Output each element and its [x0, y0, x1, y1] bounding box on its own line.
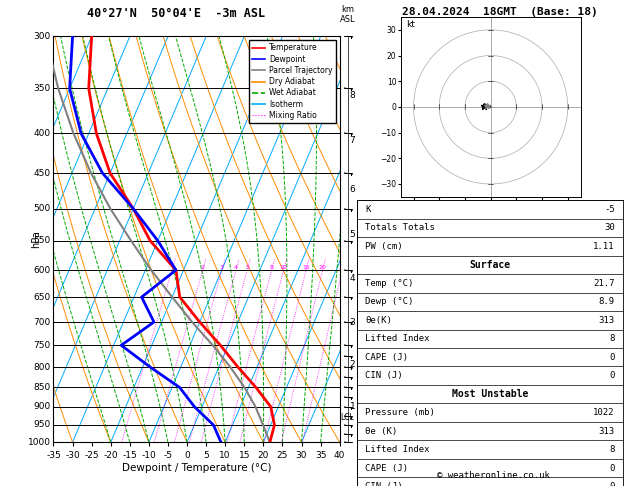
Text: 0: 0 [610, 482, 615, 486]
Text: 313: 313 [599, 427, 615, 435]
Text: CAPE (J): CAPE (J) [365, 464, 408, 472]
Text: 750: 750 [33, 341, 50, 350]
Text: Totals Totals: Totals Totals [365, 224, 435, 232]
Text: 0: 0 [610, 353, 615, 362]
Text: 5: 5 [245, 265, 249, 270]
Text: 1: 1 [170, 265, 174, 270]
Text: K: K [365, 205, 370, 214]
Text: -5: -5 [604, 205, 615, 214]
Text: 313: 313 [599, 316, 615, 325]
Text: 0: 0 [610, 371, 615, 380]
Legend: Temperature, Dewpoint, Parcel Trajectory, Dry Adiabat, Wet Adiabat, Isotherm, Mi: Temperature, Dewpoint, Parcel Trajectory… [248, 40, 336, 123]
Text: Dewp (°C): Dewp (°C) [365, 297, 414, 306]
Text: Pressure (mb): Pressure (mb) [365, 408, 435, 417]
Text: 8: 8 [270, 265, 274, 270]
Text: 1022: 1022 [593, 408, 615, 417]
Text: 21.7: 21.7 [593, 279, 615, 288]
Text: PW (cm): PW (cm) [365, 242, 403, 251]
Text: 900: 900 [33, 402, 50, 411]
Text: kt: kt [406, 20, 415, 29]
Text: 500: 500 [33, 204, 50, 213]
Text: 30: 30 [604, 224, 615, 232]
Text: © weatheronline.co.uk: © weatheronline.co.uk [437, 471, 550, 480]
Text: 550: 550 [33, 236, 50, 245]
Text: 1: 1 [350, 402, 355, 411]
Text: 28.04.2024  18GMT  (Base: 18): 28.04.2024 18GMT (Base: 18) [402, 7, 598, 17]
Text: CAPE (J): CAPE (J) [365, 353, 408, 362]
Text: 20: 20 [319, 265, 326, 270]
Text: 300: 300 [33, 32, 50, 41]
Text: 850: 850 [33, 383, 50, 392]
Text: Temp (°C): Temp (°C) [365, 279, 414, 288]
Text: 6: 6 [350, 185, 355, 194]
Text: 2: 2 [350, 361, 355, 369]
Text: CIN (J): CIN (J) [365, 482, 403, 486]
Text: Surface: Surface [469, 260, 511, 270]
Text: θe (K): θe (K) [365, 427, 398, 435]
Text: 950: 950 [33, 420, 50, 430]
Text: 8: 8 [610, 445, 615, 454]
Text: 7: 7 [350, 136, 355, 145]
Text: 3: 3 [350, 317, 355, 327]
Text: 400: 400 [33, 129, 50, 138]
Text: Most Unstable: Most Unstable [452, 389, 528, 399]
Text: 350: 350 [33, 84, 50, 93]
Text: 0: 0 [610, 464, 615, 472]
X-axis label: Dewpoint / Temperature (°C): Dewpoint / Temperature (°C) [122, 463, 271, 473]
Text: 800: 800 [33, 363, 50, 372]
Text: 4: 4 [234, 265, 238, 270]
Text: 8: 8 [610, 334, 615, 343]
Text: 5: 5 [350, 230, 355, 239]
Text: CIN (J): CIN (J) [365, 371, 403, 380]
Text: 450: 450 [33, 169, 50, 177]
Text: hPa: hPa [31, 230, 42, 248]
Text: 8.9: 8.9 [599, 297, 615, 306]
Text: 40°27'N  50°04'E  -3m ASL: 40°27'N 50°04'E -3m ASL [87, 7, 265, 20]
Text: 1.11: 1.11 [593, 242, 615, 251]
Text: 700: 700 [33, 317, 50, 327]
Text: 8: 8 [350, 90, 355, 100]
Text: 10: 10 [280, 265, 287, 270]
Text: θe(K): θe(K) [365, 316, 392, 325]
Text: 600: 600 [33, 265, 50, 275]
Text: 15: 15 [303, 265, 310, 270]
Text: km
ASL: km ASL [340, 5, 356, 24]
Text: 2: 2 [201, 265, 205, 270]
Text: 650: 650 [33, 293, 50, 301]
Text: Mixing Ratio (g/kg): Mixing Ratio (g/kg) [358, 200, 367, 279]
Text: 3: 3 [220, 265, 224, 270]
Text: LCL: LCL [340, 413, 354, 422]
Text: 1000: 1000 [28, 438, 50, 447]
Text: Lifted Index: Lifted Index [365, 334, 430, 343]
Text: 4: 4 [350, 275, 355, 283]
Text: Lifted Index: Lifted Index [365, 445, 430, 454]
